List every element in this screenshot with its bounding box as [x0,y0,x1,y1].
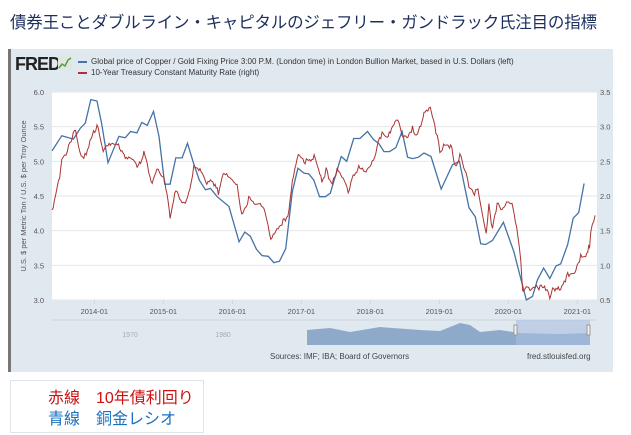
y-tick-right: 1.5 [600,227,610,236]
y-tick-left: 4.0 [34,227,44,236]
y-axis-label: U.S. $ per Metric Ton / U.S. $ per Troy … [19,120,28,271]
legend-label: Global price of Copper / Gold Fixing Pri… [91,57,514,66]
y-tick-left: 5.5 [34,123,44,132]
range-navigator[interactable]: 1970 1980 [52,319,597,345]
x-tick-label: 2021-01 [564,307,592,316]
legend-swatch-red [78,71,87,74]
site-link[interactable]: fred.stlouisfed.org [527,352,591,361]
y-tick-left: 3.0 [34,296,44,305]
navigator-label: 1970 [122,332,138,339]
y-tick-right: 1.0 [600,261,610,270]
x-tick-label: 2018-01 [357,307,385,316]
legend-swatch-blue [78,60,87,63]
red-line-note: 赤線 10年債利回り [48,390,194,407]
annotation-box: 赤線 10年債利回り 青線 銅金レシオ [10,380,204,433]
x-tick-label: 2019-01 [426,307,454,316]
blue-line-note: 青線 銅金レシオ [48,411,177,428]
navigator-label: 1980 [215,332,231,339]
series-line-copper-gold [51,98,585,301]
page-title: 債券王ことダブルライン・キャピタルのジェフリー・ガンドラック氏注目の指標 [10,14,597,32]
y-tick-right: 2.0 [600,192,610,201]
x-tick-label: 2015-01 [150,307,178,316]
y-tick-left: 5.0 [34,157,44,166]
navigator-handle-left [513,324,518,336]
x-tick-label: 2014-01 [81,307,109,316]
y-tick-right: 2.5 [600,157,610,166]
legend-label: 10-Year Treasury Constant Maturity Rate … [91,68,260,77]
navigator-handle-right [586,324,591,336]
x-tick-label: 2017-01 [288,307,316,316]
y-tick-left: 3.5 [34,261,44,270]
y-tick-right: 3.0 [600,123,610,132]
x-tick-label: 2016-01 [219,307,247,316]
y-tick-left: 6.0 [34,88,44,97]
fred-logo: FRED [15,54,61,74]
legend-item-treasury[interactable]: 10-Year Treasury Constant Maturity Rate … [78,68,259,77]
x-tick-label: 2020-01 [495,307,523,316]
y-tick-left: 4.5 [34,192,44,201]
sources-text: Sources: IMF; IBA; Board of Governors [270,352,410,361]
series-line-treasury [51,106,596,301]
y-tick-right: 0.5 [600,296,610,305]
navigator-selection [516,320,590,345]
legend-item-copper-gold[interactable]: Global price of Copper / Gold Fixing Pri… [78,57,514,66]
fred-chart-icon [58,56,72,70]
y-tick-right: 3.5 [600,88,610,97]
